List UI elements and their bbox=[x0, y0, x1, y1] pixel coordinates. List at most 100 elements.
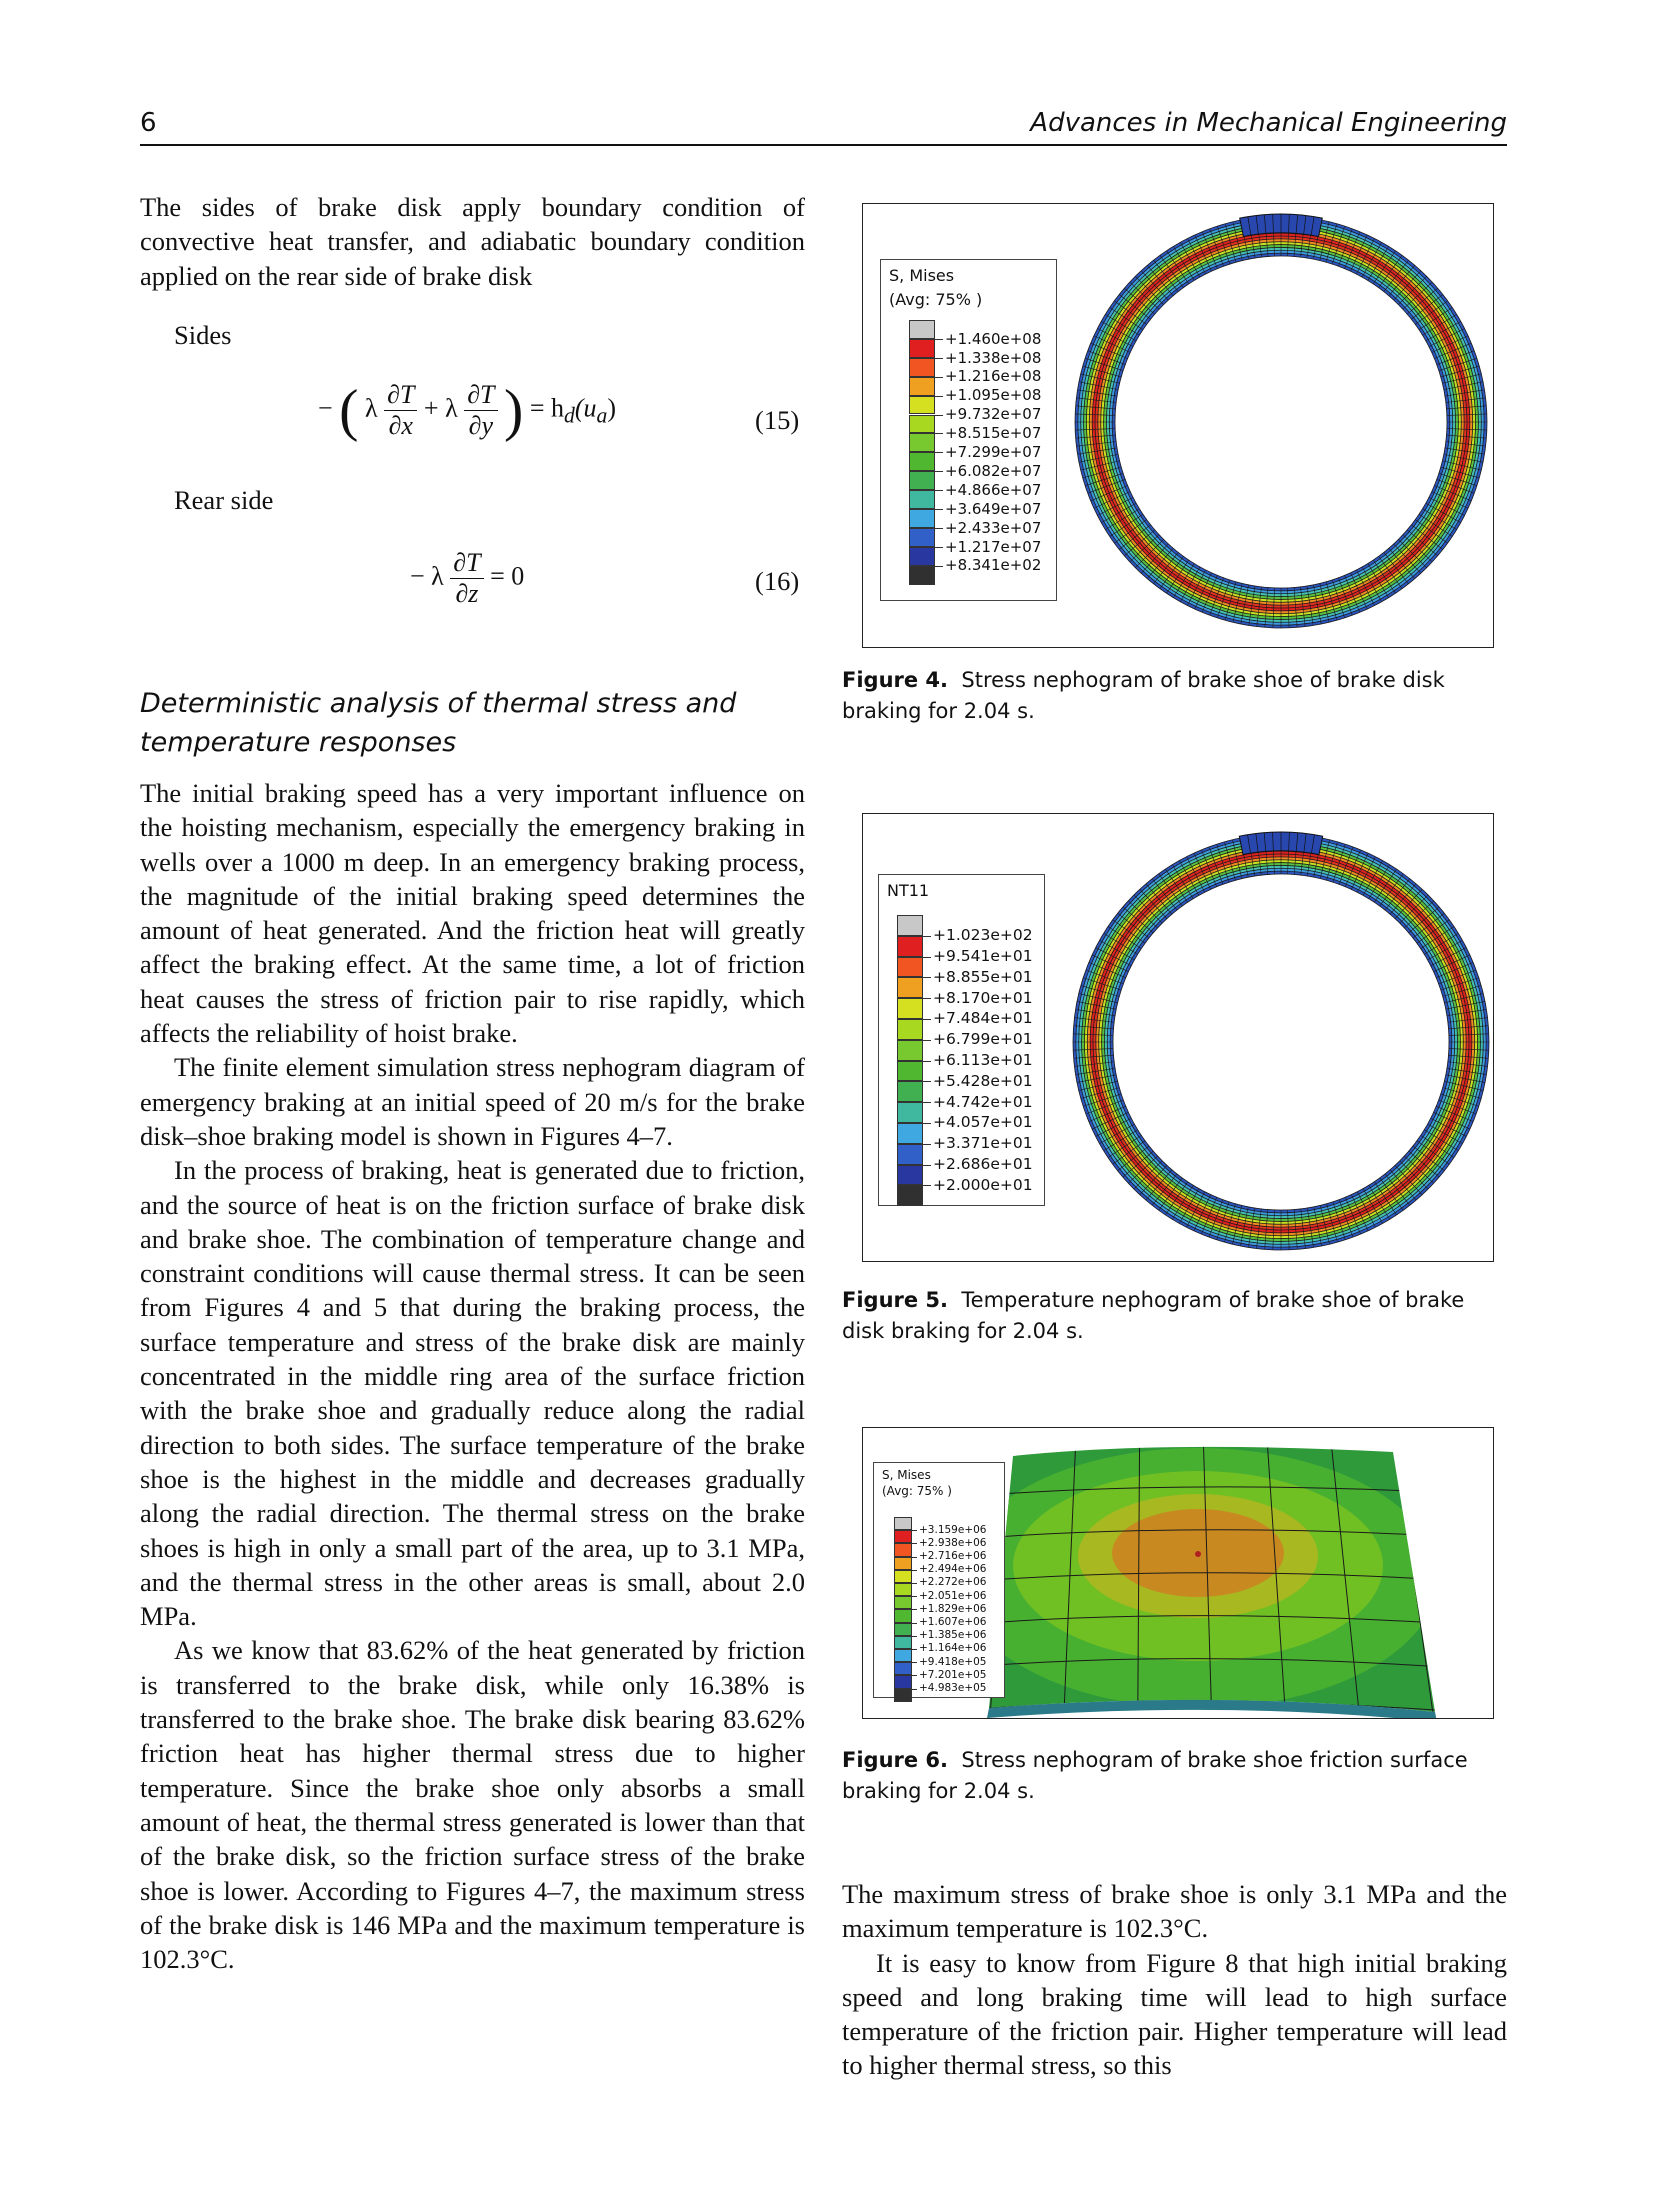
legend-value: +2.716e+06 bbox=[919, 1550, 987, 1563]
mesh-spoke bbox=[1084, 473, 1124, 486]
legend-value: +7.484e+01 bbox=[933, 1009, 1033, 1028]
mesh-spoke bbox=[1448, 1033, 1489, 1036]
mesh-spoke bbox=[1418, 513, 1453, 537]
legend-tick bbox=[912, 1622, 917, 1624]
mesh-spoke bbox=[1422, 314, 1457, 336]
mesh-spoke bbox=[1105, 508, 1140, 530]
mesh-spoke bbox=[1440, 466, 1480, 479]
mesh-spoke bbox=[1077, 389, 1118, 397]
page-number: 6 bbox=[140, 108, 157, 138]
mesh-spoke bbox=[1357, 856, 1376, 893]
mesh-spoke bbox=[1428, 328, 1465, 347]
mesh-spoke bbox=[1187, 238, 1206, 275]
legend-value: +2.494e+06 bbox=[919, 1563, 987, 1576]
shoe-grid-row bbox=[989, 1658, 1435, 1669]
legend-title: (Avg: 75% ) bbox=[889, 290, 983, 309]
shoe-grid-col bbox=[1329, 1446, 1362, 1712]
mesh-spoke bbox=[1165, 1181, 1188, 1216]
mesh-spoke bbox=[1372, 250, 1396, 285]
mesh-spoke bbox=[1232, 1205, 1243, 1245]
mesh-spoke bbox=[1217, 579, 1230, 619]
mesh-spoke bbox=[1448, 1054, 1489, 1059]
legend-tick bbox=[923, 998, 931, 1000]
legend-swatch bbox=[894, 1662, 912, 1676]
mesh-spoke bbox=[1179, 1188, 1200, 1224]
mesh-spoke bbox=[1351, 852, 1369, 890]
mesh-spoke bbox=[1344, 231, 1361, 269]
mesh-spoke bbox=[1078, 454, 1119, 463]
mesh-spoke bbox=[1287, 1209, 1290, 1250]
mesh-spoke bbox=[1394, 1165, 1423, 1195]
mesh-spoke bbox=[1325, 223, 1338, 263]
mesh-spoke bbox=[1088, 962, 1126, 978]
mesh-spoke bbox=[1300, 1208, 1306, 1249]
legend-swatch bbox=[897, 1102, 923, 1123]
mesh-spoke bbox=[1217, 225, 1230, 265]
mesh-spoke bbox=[1326, 841, 1338, 881]
legend-swatch bbox=[909, 320, 935, 339]
mesh-spoke bbox=[1099, 1123, 1135, 1144]
mesh-spoke bbox=[1093, 335, 1131, 353]
legend-tick bbox=[912, 1649, 917, 1650]
mesh-spoke bbox=[1107, 1135, 1142, 1158]
mesh-spoke bbox=[1075, 1067, 1116, 1075]
mesh-spoke bbox=[1095, 947, 1132, 966]
mesh-spoke bbox=[1415, 519, 1448, 544]
shoe-mesh-line bbox=[1264, 214, 1267, 234]
mesh-spoke bbox=[1186, 856, 1205, 893]
mesh-spoke bbox=[1151, 1173, 1178, 1206]
legend-swatch bbox=[894, 1635, 912, 1649]
mesh-spoke bbox=[1383, 260, 1409, 292]
legend-value: +4.983e+05 bbox=[919, 1682, 987, 1695]
mesh-spoke bbox=[1078, 993, 1118, 1004]
mesh-spoke bbox=[1114, 300, 1147, 325]
mesh-spoke bbox=[1093, 491, 1131, 509]
mesh-spoke bbox=[1379, 1177, 1404, 1211]
shoe-peak-marker bbox=[1195, 1551, 1201, 1557]
mesh-spoke bbox=[1420, 1135, 1455, 1158]
mesh-spoke bbox=[1361, 566, 1382, 602]
mesh-spoke bbox=[1442, 373, 1482, 384]
legend-tick bbox=[912, 1583, 917, 1584]
mesh-spoke bbox=[1398, 276, 1427, 305]
mesh-spoke bbox=[1345, 1197, 1361, 1235]
legend-tick bbox=[912, 1609, 917, 1611]
legend-title: (Avg: 75% ) bbox=[882, 1484, 952, 1498]
paragraph: The initial braking speed has a very imp… bbox=[140, 778, 805, 1049]
figure-4-caption: Figure 4. Stress nephogram of brake shoe… bbox=[842, 668, 1445, 723]
legend-value: +6.082e+07 bbox=[945, 461, 1042, 480]
mesh-spoke bbox=[1434, 342, 1472, 359]
journal-title: Advances in Mechanical Engineering bbox=[1030, 108, 1507, 138]
equation-15-number: (15) bbox=[755, 405, 800, 435]
legend-tick bbox=[935, 546, 943, 548]
shoe-mesh-line bbox=[1255, 833, 1259, 853]
left-body: The initial braking speed has a very imp… bbox=[140, 776, 805, 1976]
mesh-spoke bbox=[1379, 873, 1404, 907]
mesh-spoke bbox=[1367, 246, 1389, 281]
mesh-spoke bbox=[1325, 581, 1338, 621]
mesh-spoke bbox=[1442, 985, 1482, 997]
mesh-spoke bbox=[1180, 566, 1201, 602]
mesh-spoke bbox=[1412, 1145, 1445, 1172]
mesh-spoke bbox=[1446, 1067, 1487, 1075]
mesh-spoke bbox=[1087, 350, 1126, 365]
mesh-spoke bbox=[1077, 447, 1118, 455]
mesh-spoke bbox=[1402, 534, 1433, 563]
legend-value: +1.338e+08 bbox=[945, 348, 1042, 367]
legend-swatch bbox=[894, 1622, 912, 1636]
mesh-spoke bbox=[1078, 381, 1119, 390]
legend-tick bbox=[923, 1060, 931, 1062]
shoe-grid-row bbox=[989, 1486, 1435, 1498]
mesh-spoke bbox=[1201, 1197, 1217, 1235]
mesh-spoke bbox=[1073, 1048, 1114, 1051]
mesh-spoke bbox=[1351, 1194, 1369, 1232]
mesh-spoke bbox=[1097, 328, 1134, 347]
mesh-spoke bbox=[1186, 1191, 1205, 1228]
legend-swatch bbox=[894, 1556, 912, 1570]
mesh-spoke bbox=[1272, 1209, 1275, 1250]
legend-tick bbox=[935, 376, 943, 378]
legend-swatch bbox=[894, 1675, 912, 1689]
mesh-spoke bbox=[1146, 548, 1174, 579]
shoe-grid-row bbox=[989, 1529, 1435, 1540]
mesh-spoke bbox=[1091, 954, 1129, 972]
